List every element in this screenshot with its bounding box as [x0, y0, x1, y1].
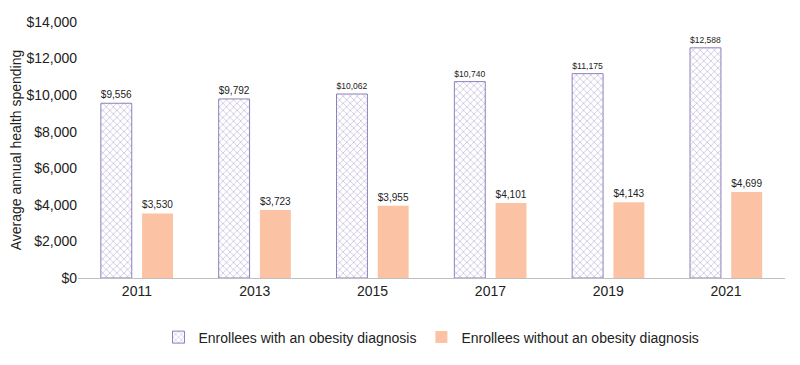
svg-text:$4,000: $4,000 [34, 197, 77, 213]
svg-text:$8,000: $8,000 [34, 124, 77, 140]
svg-text:2019: 2019 [593, 283, 624, 299]
svg-text:$3,530: $3,530 [142, 199, 173, 210]
svg-text:$6,000: $6,000 [34, 160, 77, 176]
svg-text:$10,062: $10,062 [337, 81, 368, 91]
svg-text:$4,699: $4,699 [731, 178, 762, 189]
svg-text:2021: 2021 [711, 283, 742, 299]
svg-text:$9,556: $9,556 [101, 89, 132, 100]
svg-text:$12,000: $12,000 [26, 50, 77, 66]
svg-text:$0: $0 [61, 270, 77, 286]
svg-text:Enrollees with an obesity diag: Enrollees with an obesity diagnosis [199, 330, 417, 346]
svg-text:2013: 2013 [239, 283, 270, 299]
svg-text:$14,000: $14,000 [26, 14, 77, 30]
svg-text:$11,175: $11,175 [572, 61, 603, 71]
svg-text:$10,740: $10,740 [454, 69, 485, 79]
svg-text:$10,000: $10,000 [26, 87, 77, 103]
svg-text:Average annual health spending: Average annual health spending [8, 50, 24, 251]
svg-text:2011: 2011 [122, 283, 152, 299]
svg-text:$3,723: $3,723 [260, 196, 291, 207]
svg-text:$4,143: $4,143 [613, 188, 644, 199]
svg-text:Enrollees without an obesity d: Enrollees without an obesity diagnosis [461, 330, 698, 346]
svg-text:$3,955: $3,955 [378, 192, 409, 203]
svg-text:$9,792: $9,792 [219, 85, 250, 96]
svg-text:$2,000: $2,000 [34, 233, 77, 249]
svg-text:2015: 2015 [357, 283, 388, 299]
svg-text:$12,588: $12,588 [690, 35, 721, 45]
svg-text:2017: 2017 [475, 283, 506, 299]
svg-text:$4,101: $4,101 [496, 189, 527, 200]
